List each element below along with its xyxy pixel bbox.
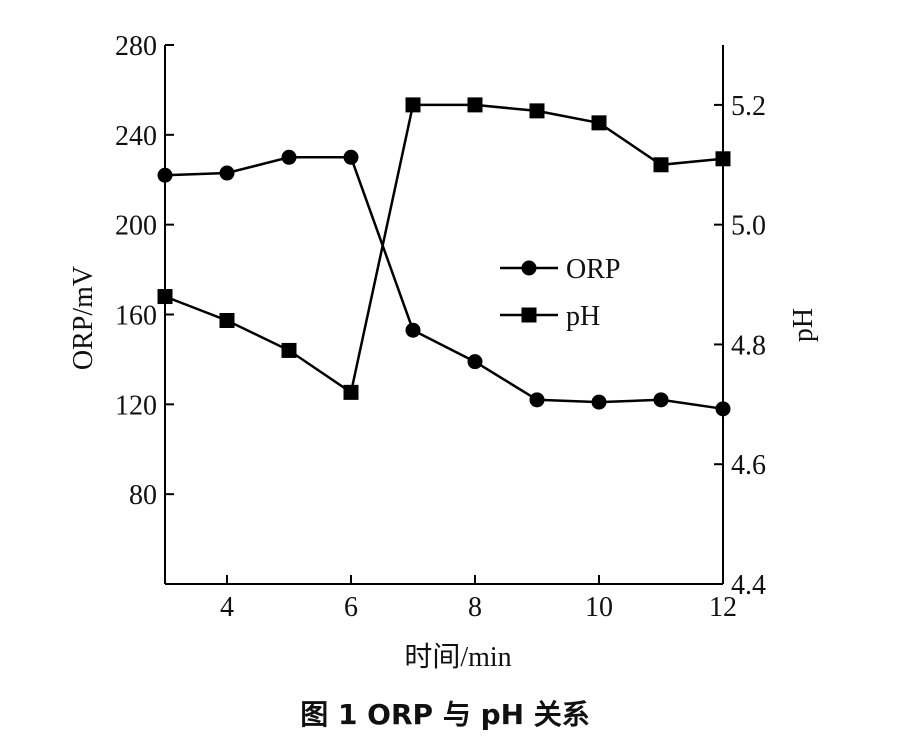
ph-point bbox=[343, 384, 359, 400]
y-axis-label-right: pH bbox=[788, 308, 819, 342]
orp-point bbox=[219, 165, 235, 181]
y-tick-label-right: 5.0 bbox=[731, 211, 766, 242]
orp-point bbox=[715, 401, 731, 417]
x-tick-label: 10 bbox=[585, 592, 613, 623]
orp-point bbox=[405, 322, 421, 338]
orp-point bbox=[281, 149, 297, 165]
y-tick-label-right: 5.2 bbox=[731, 91, 766, 122]
orp-point bbox=[343, 149, 359, 165]
x-tick-label: 12 bbox=[709, 592, 737, 623]
legend-ph-label: pH bbox=[566, 301, 600, 332]
orp-point bbox=[591, 394, 607, 410]
legend-orp-label: ORP bbox=[566, 254, 620, 285]
y-tick-label-right: 4.8 bbox=[731, 330, 766, 361]
series bbox=[157, 97, 731, 417]
axes bbox=[164, 45, 724, 585]
ph-series-line bbox=[164, 103, 724, 395]
y-tick-label-left: 80 bbox=[129, 480, 157, 511]
y-tick-label-right: 4.4 bbox=[731, 570, 766, 601]
orp-point bbox=[157, 167, 173, 183]
ph-point bbox=[467, 97, 483, 113]
y-tick-label-right: 4.6 bbox=[731, 450, 766, 481]
ph-point bbox=[529, 103, 545, 119]
orp-point bbox=[467, 354, 483, 370]
figure-caption: 图 1 ORP 与 pH 关系 bbox=[300, 698, 590, 731]
y-tick-label-left: 200 bbox=[115, 211, 157, 242]
orp-point bbox=[529, 392, 545, 408]
ph-point bbox=[653, 157, 669, 173]
ph-point bbox=[281, 342, 297, 358]
ph-point bbox=[405, 97, 421, 113]
legend-orp-marker bbox=[521, 260, 537, 276]
ph-point bbox=[715, 151, 731, 167]
ticks: 4 6 8 10 12 80 120 160 200 240 280 4.4 4.6 4.8 5.0 5.2 bbox=[115, 31, 766, 623]
y-tick-label-left: 240 bbox=[115, 121, 157, 152]
x-tick-label: 4 bbox=[220, 592, 234, 623]
y-tick-label-left: 160 bbox=[115, 301, 157, 332]
y-tick-label-left: 120 bbox=[115, 390, 157, 421]
ph-point bbox=[157, 289, 173, 305]
ph-point bbox=[591, 115, 607, 131]
x-tick-label: 6 bbox=[344, 592, 358, 623]
legend-ph-marker bbox=[521, 307, 537, 323]
y-axis-label-left: ORP/mV bbox=[68, 266, 99, 370]
x-axis-label: 时间/min bbox=[404, 641, 511, 673]
orp-series-line bbox=[164, 156, 724, 411]
ph-point bbox=[219, 312, 235, 328]
legend: ORP pH bbox=[500, 254, 620, 332]
x-tick-label: 8 bbox=[468, 592, 482, 623]
orp-point bbox=[653, 392, 669, 408]
y-tick-label-left: 280 bbox=[115, 31, 157, 62]
